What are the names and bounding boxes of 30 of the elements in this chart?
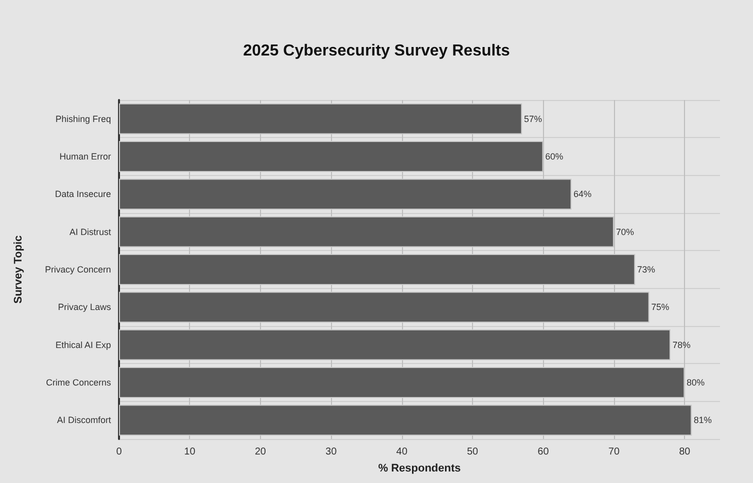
x-axis-title: % Respondents	[378, 462, 461, 474]
x-tick-label: 60	[538, 446, 550, 458]
y-tick-label: AI Distrust	[69, 226, 112, 237]
x-tick-label: 0	[116, 446, 122, 458]
y-tick-label: Crime Concerns	[46, 378, 112, 388]
y-tick-label: Human Error	[59, 152, 111, 162]
x-tick-label: 40	[396, 446, 408, 458]
data-label: 81%	[694, 415, 712, 426]
y-axis-title: Survey Topic	[12, 235, 24, 304]
data-label: 70%	[616, 226, 634, 237]
data-label: 75%	[651, 302, 670, 312]
data-label: 60%	[545, 152, 564, 162]
data-label: 80%	[686, 378, 705, 388]
chart-title: 2025 Cybersecurity Survey Results	[243, 42, 510, 60]
x-tick-label: 50	[466, 446, 479, 458]
y-tick-label: Ethical AI Exp	[55, 340, 111, 350]
data-label: 64%	[574, 189, 592, 200]
x-tick-label: 20	[254, 446, 266, 458]
x-tick-label: 80	[679, 446, 691, 458]
y-tick-label: AI Discomfort	[56, 415, 112, 426]
y-tick-label: Phishing Freq	[55, 114, 111, 124]
data-label: 73%	[637, 264, 656, 274]
data-label: 57%	[524, 114, 542, 124]
x-tick-label: 10	[184, 446, 196, 458]
y-tick-label: Data Insecure	[54, 189, 111, 200]
x-tick-label: 70	[608, 446, 620, 458]
y-tick-label: Privacy Laws	[58, 302, 112, 312]
y-tick-label: Privacy Concern	[44, 264, 111, 274]
x-tick-label: 30	[326, 446, 338, 458]
data-label: 78%	[672, 340, 691, 350]
